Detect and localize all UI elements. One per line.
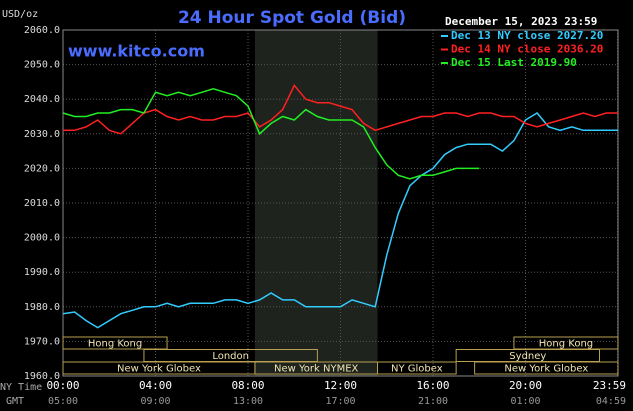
- session-box: [474, 361, 619, 375]
- y-tick-label: 2010.0: [24, 198, 60, 209]
- x-tick-label: 16:00: [416, 379, 449, 392]
- session-label: NY Globex: [391, 364, 443, 375]
- x-tick-label: 04:00: [139, 379, 172, 392]
- ny-time-label: NY Time: [0, 382, 42, 393]
- session-box: [62, 336, 168, 350]
- plot-frame: [62, 29, 619, 377]
- session-label: Sydney: [509, 351, 546, 362]
- chart-title: 24 Hour Spot Gold (Bid): [178, 8, 406, 28]
- price-line: [62, 88, 480, 180]
- session-label: Hong Kong: [88, 339, 142, 350]
- date-stamp: December 15, 2023 23:59: [445, 15, 597, 28]
- x-tick-label: 00:00: [46, 379, 79, 392]
- session-label: London: [212, 351, 249, 362]
- y-tick-label: 1960.0: [24, 371, 60, 382]
- y-axis-label: USD/oz: [2, 9, 38, 20]
- gmt-tick-label: 04:59: [596, 396, 626, 407]
- y-tick-label: 2020.0: [24, 163, 60, 174]
- y-tick-label: 1990.0: [24, 267, 60, 278]
- y-tick-label: 2000.0: [24, 233, 60, 244]
- y-tick-label: 1980.0: [24, 302, 60, 313]
- gmt-label: GMT: [6, 396, 24, 407]
- session-label: New York Globex: [504, 364, 588, 375]
- gmt-tick-label: 17:00: [325, 396, 355, 407]
- y-tick-label: 2050.0: [24, 60, 60, 71]
- session-box: [377, 361, 457, 375]
- price-line: [63, 84, 618, 135]
- x-tick-label: 20:00: [509, 379, 542, 392]
- session-label: Hong Kong: [539, 339, 593, 350]
- y-tick-label: 2060.0: [24, 25, 60, 36]
- gmt-tick-label: 01:00: [510, 396, 540, 407]
- x-tick-label: 23:59: [593, 379, 626, 392]
- session-label: New York Globex: [117, 364, 201, 375]
- legend-label: Dec 15 Last 2019.90: [451, 56, 577, 69]
- legend-label: Dec 13 NY close 2027.20: [451, 29, 603, 42]
- y-tick-label: 2030.0: [24, 129, 60, 140]
- gmt-tick-label: 09:00: [140, 396, 170, 407]
- y-tick-label: 2040.0: [24, 94, 60, 105]
- x-tick-label: 12:00: [324, 379, 357, 392]
- y-tick-label: 1970.0: [24, 336, 60, 347]
- gmt-tick-label: 05:00: [48, 396, 78, 407]
- gmt-tick-label: 21:00: [418, 396, 448, 407]
- legend-label: Dec 14 NY close 2036.20: [451, 43, 603, 56]
- session-label: New York NYMEX: [274, 364, 359, 375]
- watermark: www.kitco.com: [68, 42, 205, 61]
- gmt-tick-label: 13:00: [233, 396, 263, 407]
- x-tick-label: 08:00: [231, 379, 264, 392]
- price-line: [62, 112, 618, 329]
